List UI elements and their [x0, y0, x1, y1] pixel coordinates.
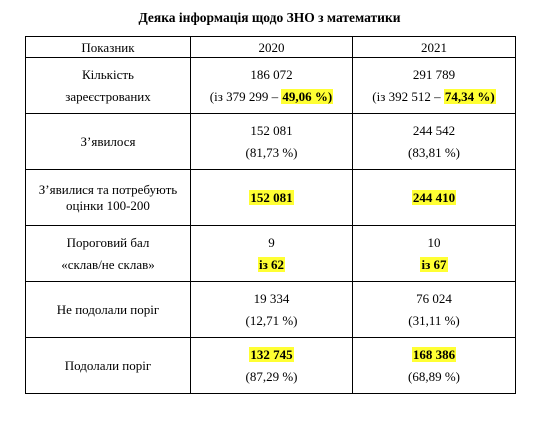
- cell-2020: 19 334 (12,71 %): [190, 281, 353, 338]
- row-label-line: З’явилися та потребують: [38, 181, 178, 197]
- value-main: 186 072: [250, 66, 293, 82]
- cell-2021: 168 386 (68,89 %): [352, 337, 516, 394]
- table-row-need-score: З’явилися та потребують оцінки 100-200 1…: [25, 169, 516, 226]
- value-main: 168 386: [357, 344, 511, 366]
- highlighted-value: 152 081: [249, 189, 294, 205]
- cell-2021: 76 024 (31,11 %): [352, 281, 516, 338]
- value-sub: (87,29 %): [245, 368, 298, 384]
- cell-2021: 10 із 67: [352, 225, 516, 282]
- value-sub: (68,89 %): [408, 368, 460, 384]
- row-label-cell: Не подолали поріг: [25, 281, 191, 338]
- highlighted-value: 132 745: [249, 346, 294, 362]
- value-sub: із 67: [357, 254, 511, 276]
- value-sub: (83,81 %): [408, 144, 460, 160]
- table-header-row: Показник 2020 2021: [25, 36, 516, 58]
- cell-2020: 152 081 (81,73 %): [190, 113, 353, 170]
- cell-2020: 152 081: [190, 169, 353, 226]
- highlighted-value: із 67: [420, 256, 448, 272]
- row-label-line: зареєстрованих: [65, 88, 151, 104]
- row-label-cell: Кількість зареєстрованих: [25, 57, 191, 114]
- table-row-registered: Кількість зареєстрованих 186 072 (із 379…: [25, 57, 516, 114]
- table-row-not-passed: Не подолали поріг 19 334 (12,71 %) 76 02…: [25, 281, 516, 338]
- value-main: 19 334: [253, 290, 290, 306]
- value-sub: (із 392 512 – 74,34 %): [357, 86, 511, 108]
- document-title: Деяка інформація щодо ЗНО з математики: [138, 10, 401, 25]
- row-label-cell: Пороговий бал «склав/не склав»: [25, 225, 191, 282]
- cell-2021: 291 789 (із 392 512 – 74,34 %): [352, 57, 516, 114]
- cell-2021: 244 410: [352, 169, 516, 226]
- value-main: 152 081: [250, 122, 293, 138]
- row-label-line: «склав/не склав»: [61, 256, 155, 272]
- highlighted-value: із 62: [257, 256, 286, 272]
- value-sub: (31,11 %): [408, 312, 460, 328]
- row-label-cell: Подолали поріг: [25, 337, 191, 394]
- table-row-threshold: Пороговий бал «склав/не склав» 9 із 62 1…: [25, 225, 516, 282]
- value-main: 10: [427, 234, 441, 250]
- row-label-line: Не подолали поріг: [56, 301, 160, 317]
- value-main: 9: [268, 234, 275, 250]
- value-sub: (із 379 299 – 49,06 %): [195, 86, 348, 108]
- row-label-line: Подолали поріг: [64, 357, 152, 373]
- row-label-cell: З’явилося: [25, 113, 191, 170]
- value-sub: (12,71 %): [245, 312, 298, 328]
- value-sub-prefix: (із 379 299 –: [209, 88, 282, 104]
- value-sub-prefix: (із 392 512 –: [372, 88, 444, 104]
- cell-2020: 186 072 (із 379 299 – 49,06 %): [190, 57, 353, 114]
- header-indicator: Показник: [25, 36, 191, 58]
- value-sub: із 62: [195, 254, 348, 276]
- header-year-2021: 2021: [352, 36, 516, 58]
- cell-2020: 9 із 62: [190, 225, 353, 282]
- highlighted-value: 168 386: [411, 346, 457, 362]
- highlighted-value: 244 410: [411, 189, 457, 205]
- header-year-2020: 2020: [190, 36, 353, 58]
- value-main: 244 542: [412, 122, 456, 138]
- row-label-line: Кількість: [81, 66, 134, 82]
- cell-2020: 132 745 (87,29 %): [190, 337, 353, 394]
- cell-2021: 244 542 (83,81 %): [352, 113, 516, 170]
- table-row-passed: Подолали поріг 132 745 (87,29 %) 168 386…: [25, 337, 516, 394]
- highlighted-percent: 74,34 %): [443, 88, 496, 104]
- value-sub: (81,73 %): [245, 144, 298, 160]
- highlighted-percent: 49,06 %): [281, 88, 334, 104]
- value-main: 291 789: [412, 66, 456, 82]
- zno-math-table: Показник 2020 2021 Кількість зареєстрова…: [25, 36, 516, 394]
- row-label-line: оцінки 100-200: [66, 197, 150, 213]
- value-main: 76 024: [416, 290, 452, 306]
- table-row-appeared: З’явилося 152 081 (81,73 %) 244 542 (83,…: [25, 113, 516, 170]
- row-label-line: З’явилося: [80, 133, 136, 149]
- row-label-cell: З’явилися та потребують оцінки 100-200: [25, 169, 191, 226]
- value-main: 132 745: [195, 344, 348, 366]
- row-label-line: Пороговий бал: [66, 234, 150, 250]
